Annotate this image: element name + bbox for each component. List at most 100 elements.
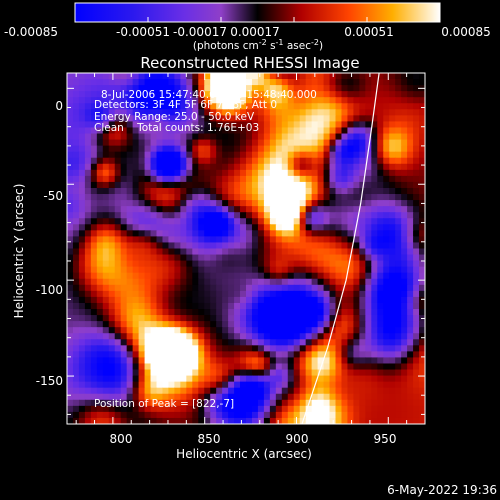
heatmap-cell <box>108 393 116 401</box>
heatmap-cell <box>251 97 259 104</box>
heatmap-cell <box>359 79 366 86</box>
heatmap-cell <box>329 248 337 256</box>
heatmap-cell <box>371 333 378 340</box>
heatmap-cell <box>371 327 378 334</box>
heatmap-cell <box>377 399 384 407</box>
heatmap-cell <box>138 230 146 237</box>
heatmap-cell <box>269 121 277 129</box>
heatmap-cell <box>281 393 289 401</box>
heatmap-cell <box>174 187 181 195</box>
heatmap-cell <box>269 266 277 274</box>
heatmap-cell <box>90 393 98 401</box>
heatmap-cell <box>317 399 325 407</box>
heatmap-cell <box>347 212 354 219</box>
heatmap-cell <box>305 254 313 262</box>
heatmap-cell <box>168 194 175 201</box>
heatmap-cell <box>102 363 110 371</box>
heatmap-cell <box>347 417 354 424</box>
heatmap-cell <box>413 405 420 413</box>
heatmap-cell <box>90 242 98 250</box>
heatmap-cell <box>162 206 170 213</box>
heatmap-cell <box>419 115 425 123</box>
heatmap-cell <box>317 181 325 189</box>
heatmap-cell <box>156 363 164 371</box>
heatmap-cell <box>120 393 128 401</box>
heatmap-cell <box>84 351 92 359</box>
heatmap-cell <box>144 115 152 123</box>
heatmap-cell <box>389 363 396 371</box>
heatmap-cell <box>251 248 259 256</box>
heatmap-cell <box>150 175 158 183</box>
heatmap-cell <box>299 254 307 262</box>
heatmap-cell <box>72 387 80 395</box>
heatmap-cell <box>192 254 199 262</box>
heatmap-cell <box>78 266 86 274</box>
heatmap-cell <box>78 218 86 225</box>
heatmap-cell <box>413 381 420 389</box>
heatmap-cell <box>96 272 104 280</box>
heatmap-cell <box>210 85 217 92</box>
heatmap-cell <box>401 187 408 195</box>
heatmap-cell <box>275 230 283 237</box>
heatmap-cell <box>419 345 425 352</box>
heatmap-cell <box>407 73 414 80</box>
heatmap-cell <box>120 187 128 195</box>
heatmap-cell <box>210 417 217 424</box>
heatmap-cell <box>186 387 193 395</box>
heatmap-cell <box>234 254 241 262</box>
heatmap-cell <box>156 121 164 129</box>
heatmap-cell <box>317 97 325 104</box>
heatmap-cell <box>383 85 390 92</box>
heatmap-cell <box>257 109 265 116</box>
heatmap-cell <box>240 79 247 86</box>
heatmap-cell <box>150 133 158 141</box>
heatmap-cell <box>150 181 158 189</box>
heatmap-cell <box>138 345 146 352</box>
heatmap-cell <box>407 121 414 129</box>
heatmap-cell <box>335 290 343 298</box>
heatmap-cell <box>419 121 425 129</box>
heatmap-cell <box>90 369 98 377</box>
heatmap-cell <box>395 254 402 262</box>
heatmap-cell <box>413 212 420 219</box>
heatmap-cell <box>198 206 205 213</box>
heatmap-cell <box>317 109 325 116</box>
heatmap-cell <box>275 181 283 189</box>
heatmap-cell <box>234 194 241 201</box>
heatmap-cell <box>413 321 420 328</box>
heatmap-cell <box>168 272 175 280</box>
heatmap-cell <box>67 272 74 280</box>
heatmap-cell <box>246 157 253 165</box>
heatmap-cell <box>263 200 271 207</box>
heatmap-cell <box>67 411 74 419</box>
heatmap-cell <box>365 103 372 110</box>
heatmap-cell <box>383 405 390 413</box>
heatmap-cell <box>347 296 354 304</box>
heatmap-cell <box>156 206 164 213</box>
heatmap-cell <box>251 187 259 195</box>
heatmap-cell <box>251 230 259 237</box>
heatmap-cell <box>353 321 360 328</box>
heatmap-cell <box>401 260 408 268</box>
heatmap-cell <box>138 248 146 256</box>
heatmap-cell <box>102 242 110 250</box>
heatmap-cell <box>257 151 265 159</box>
heatmap-cell <box>395 139 402 147</box>
heatmap-cell <box>287 278 295 286</box>
heatmap-cell <box>216 133 223 141</box>
heatmap-cell <box>269 224 277 231</box>
heatmap-cell <box>365 169 372 177</box>
heatmap-cell <box>96 163 104 171</box>
heatmap-cell <box>275 212 283 219</box>
heatmap-cell <box>192 200 199 207</box>
heatmap-cell <box>246 163 253 171</box>
heatmap-cell <box>347 133 354 141</box>
heatmap-cell <box>228 363 235 371</box>
heatmap-cell <box>204 145 211 153</box>
heatmap-cell <box>102 218 110 225</box>
heatmap-cell <box>246 206 253 213</box>
heatmap-cell <box>341 97 349 104</box>
heatmap-cell <box>275 357 283 365</box>
annotation-detectors: Detectors: 3F 4F 5F 6F 7F 8F, Att 0 <box>94 99 277 111</box>
heatmap-cell <box>204 284 211 292</box>
